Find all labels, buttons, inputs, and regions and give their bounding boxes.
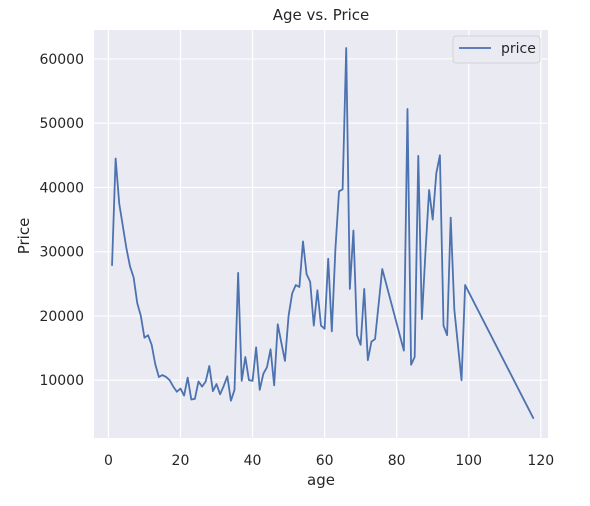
y-tick-label: 10000 (39, 373, 84, 389)
legend: price (452, 35, 541, 64)
y-tick-label: 60000 (39, 52, 84, 68)
y-tick-label: 40000 (39, 180, 84, 196)
x-tick-label: 40 (244, 453, 262, 469)
series-line-price (111, 47, 535, 420)
x-axis-label: age (307, 471, 335, 489)
y-axis-label: Price (15, 218, 33, 255)
series-lines (111, 47, 535, 420)
y-tick-label: 20000 (39, 309, 84, 325)
x-tick-label: 60 (316, 453, 334, 469)
x-tick-label: 20 (172, 453, 190, 469)
chart-title: Age vs. Price (273, 6, 370, 24)
y-tick-label: 50000 (39, 116, 84, 132)
x-tick-label: 120 (527, 453, 554, 469)
x-tick-label: 100 (455, 453, 482, 469)
y-tick-label: 30000 (39, 245, 84, 261)
y-tick-labels: 10000 20000 30000 40000 50000 60000 (39, 52, 84, 389)
plot-background (94, 30, 548, 438)
x-tick-labels: 0 20 40 60 80 100 120 (104, 453, 554, 469)
x-tick-label: 0 (104, 453, 113, 469)
legend-label: price (501, 41, 536, 57)
x-tick-label: 80 (388, 453, 406, 469)
legend-box (452, 35, 541, 64)
